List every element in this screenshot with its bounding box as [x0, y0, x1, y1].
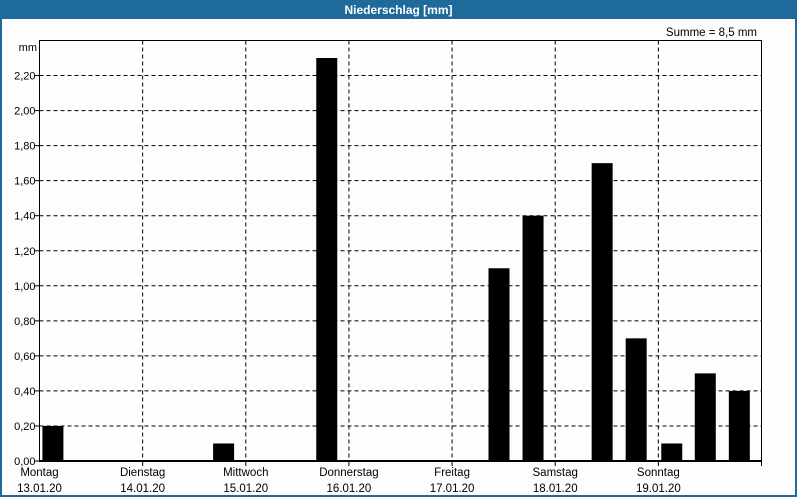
day-name-label: Montag	[20, 467, 58, 479]
day-name-label: Donnerstag	[319, 467, 378, 479]
bar	[316, 58, 338, 461]
bar	[42, 425, 64, 461]
bar	[625, 338, 647, 461]
day-name-label: Mittwoch	[223, 467, 268, 479]
bar	[488, 268, 510, 461]
bar	[694, 373, 716, 461]
y-tick-label: 1,20	[14, 246, 35, 258]
y-tick-label: 1,60	[14, 176, 35, 188]
bar	[522, 215, 544, 461]
y-tick-label: 2,00	[14, 106, 35, 118]
bar	[591, 163, 613, 462]
day-name-label: Freitag	[434, 467, 470, 479]
day-date-label: 15.01.20	[223, 483, 268, 495]
y-tick-label: 0,60	[14, 351, 35, 363]
chart-title-bar: Niederschlag [mm]	[2, 2, 795, 19]
chart-title: Niederschlag [mm]	[344, 3, 453, 17]
day-date-label: 18.01.20	[533, 483, 578, 495]
y-tick-label: 0,00	[14, 456, 35, 468]
y-tick-label: 0,40	[14, 386, 35, 398]
y-tick-label: 1,00	[14, 281, 35, 293]
day-date-label: 19.01.20	[636, 483, 681, 495]
bar	[213, 443, 235, 461]
day-date-label: 17.01.20	[430, 483, 475, 495]
y-tick-label: 0,80	[14, 316, 35, 328]
y-tick-label: 0,20	[14, 421, 35, 433]
day-name-label: Sonntag	[637, 467, 680, 479]
y-axis-unit-label: mm	[18, 42, 37, 54]
y-tick-label: 1,40	[14, 211, 35, 223]
day-date-label: 14.01.20	[120, 483, 165, 495]
day-date-label: 16.01.20	[327, 483, 372, 495]
day-date-label: 13.01.20	[17, 483, 62, 495]
bar	[661, 443, 683, 461]
y-tick-label: 2,20	[14, 71, 35, 83]
day-name-label: Dienstag	[120, 467, 165, 479]
day-name-label: Samstag	[533, 467, 578, 479]
bar	[728, 390, 750, 461]
y-tick-label: 1,80	[14, 141, 35, 153]
sum-annotation: Summe = 8,5 mm	[665, 27, 757, 39]
